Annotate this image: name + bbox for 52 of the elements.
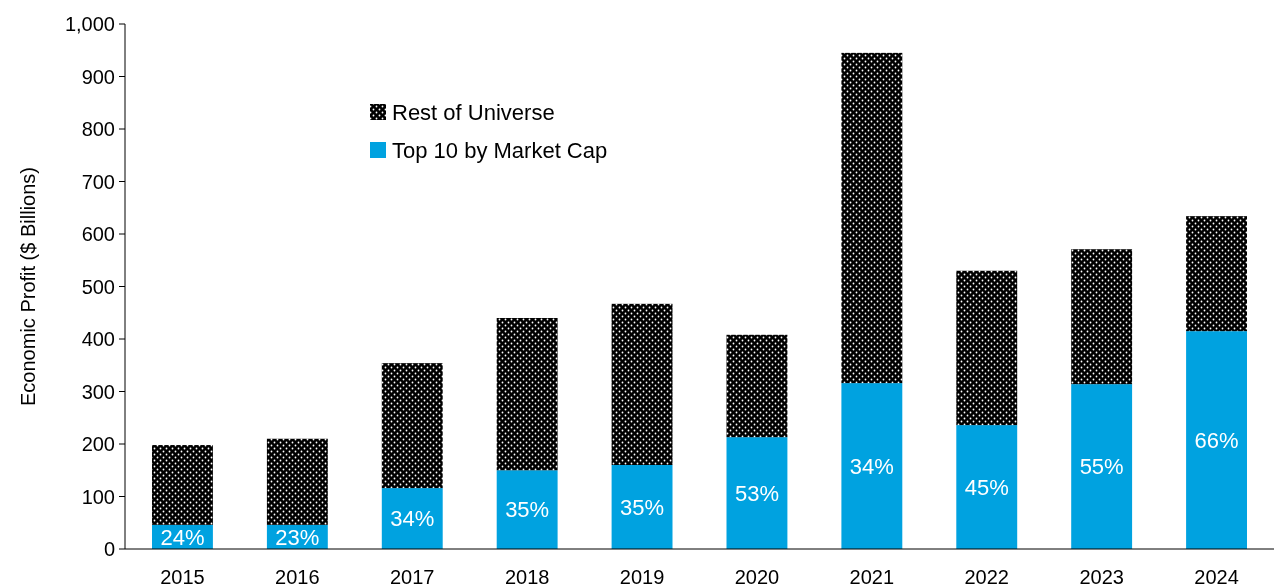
y-tick-label: 300 (81, 380, 115, 403)
bar (1071, 249, 1133, 385)
bar (496, 470, 558, 549)
bar (611, 303, 673, 465)
x-tick-label: 2017 (390, 566, 435, 586)
bar (266, 438, 328, 525)
annotation: 45% (964, 474, 1009, 500)
bar (152, 445, 213, 525)
bar (726, 437, 788, 549)
bar (956, 270, 1018, 426)
bar (1186, 216, 1247, 332)
bar (956, 425, 1018, 549)
y-tick-label: 900 (81, 65, 115, 88)
x-tick-label: 2022 (964, 566, 1009, 586)
annotation: 66% (1194, 427, 1239, 453)
y-tick-label: 800 (81, 118, 115, 140)
annotation: 24% (160, 524, 205, 550)
bar (381, 488, 443, 549)
y-tick-label: 100 (81, 485, 115, 508)
x-tick-label: 2018 (504, 566, 550, 586)
annotation: 34% (390, 506, 435, 532)
y-tick-label: 200 (81, 433, 115, 455)
x-tick-label: 2021 (849, 566, 895, 586)
x-tick-label: 2020 (734, 566, 780, 586)
y-tick-label: 1,000 (64, 13, 115, 35)
y-tick-label: 0 (103, 538, 115, 560)
legend-label: Top 10 by Market Cap (392, 137, 608, 163)
y-tick-label: 700 (81, 170, 115, 193)
annotation: 53% (734, 480, 779, 506)
x-tick-label: 2023 (1079, 566, 1124, 586)
bar (381, 363, 443, 489)
bar (611, 465, 673, 549)
y-tick-label: 500 (81, 275, 115, 298)
bar (1071, 384, 1133, 549)
annotation: 35% (505, 497, 550, 523)
x-tick-label: 2024 (1194, 566, 1239, 586)
annotation: 23% (275, 524, 320, 550)
legend-label: Rest of Universe (392, 99, 555, 125)
annotation: 34% (849, 453, 894, 479)
bar (1186, 331, 1247, 549)
bar (496, 318, 558, 471)
x-tick-label: 2016 (275, 566, 320, 586)
y-tick-label: 400 (81, 328, 115, 350)
x-tick-label: 2015 (160, 566, 205, 586)
y-axis-title: Economic Profit ($ Billions) (17, 167, 39, 406)
annotation: 35% (620, 494, 665, 520)
bar (726, 334, 788, 438)
bar (841, 383, 903, 549)
y-tick-label: 600 (81, 223, 115, 245)
annotation: 55% (1079, 454, 1124, 480)
bar (841, 52, 903, 384)
x-tick-label: 2019 (619, 566, 665, 586)
